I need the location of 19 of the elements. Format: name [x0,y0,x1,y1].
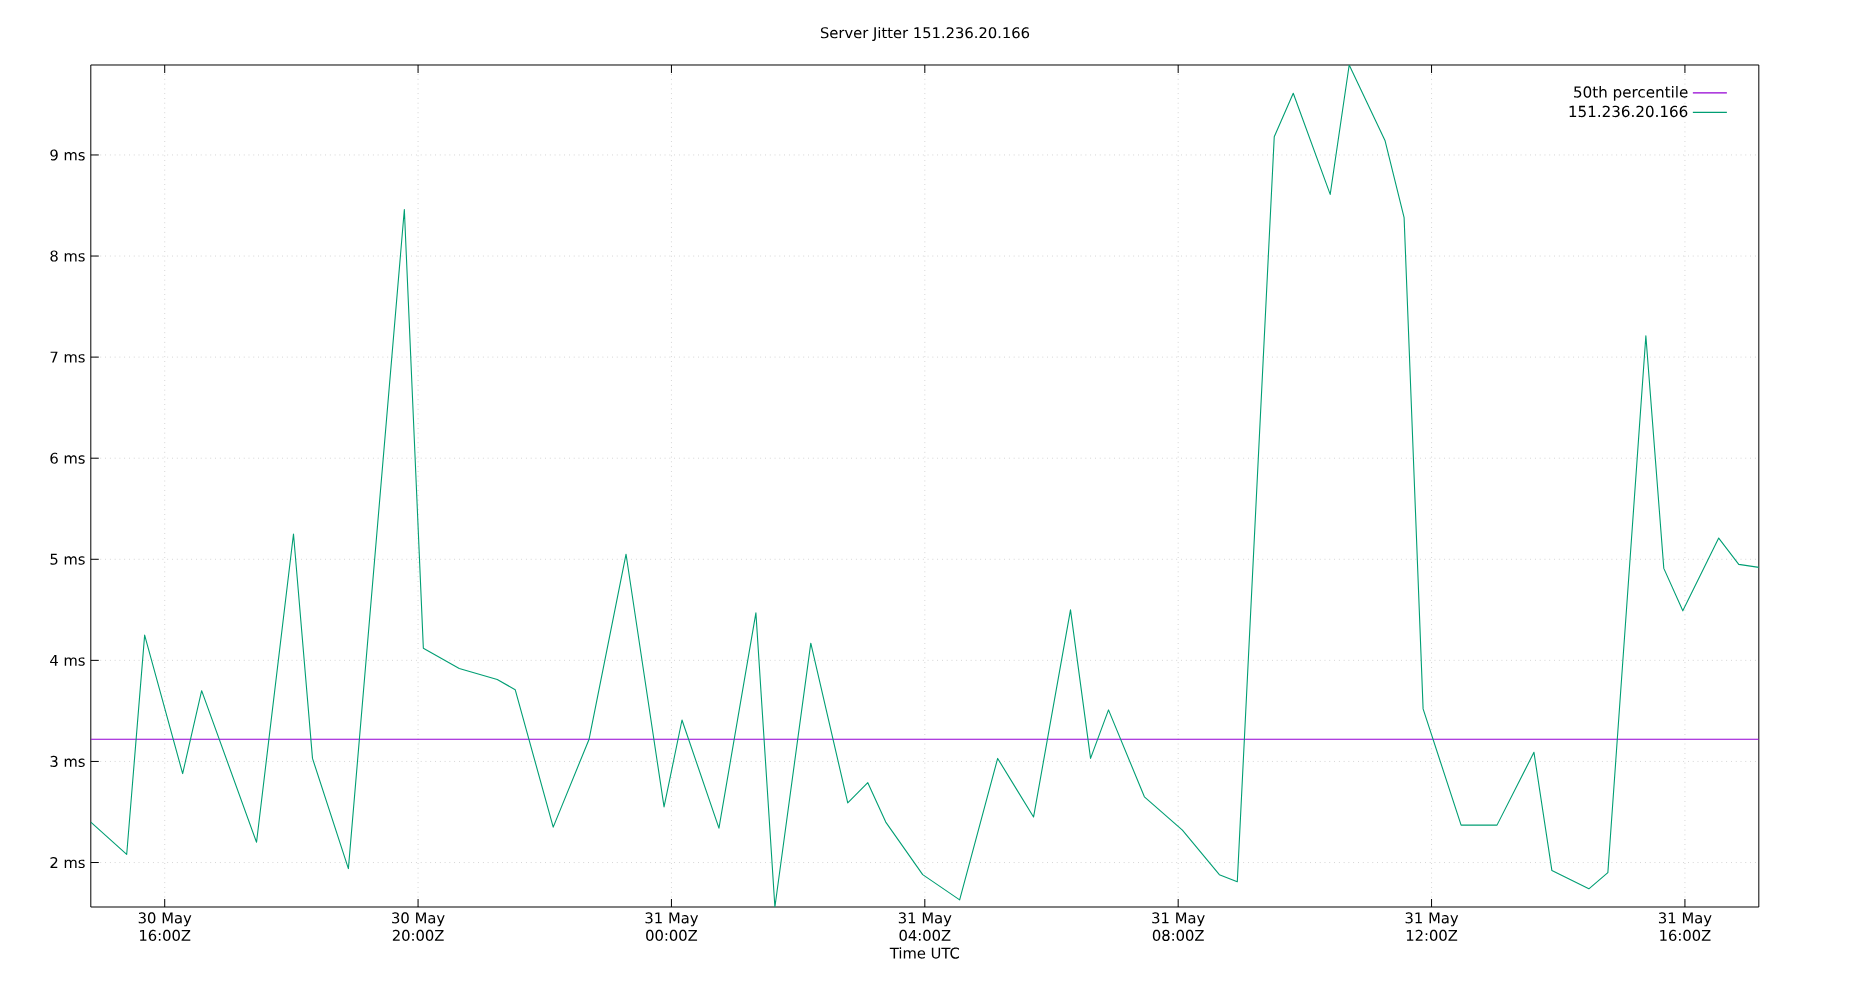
y-tick-label: 3 ms [50,755,85,768]
legend-label: 50th percentile [1574,86,1688,101]
legend-label: 151.236.20.166 [1569,105,1688,118]
chart-title: Server Jitter 151.236.20.166 [820,26,1030,42]
y-tick-label: 5 ms [50,553,85,565]
x-tick-label: 31 May 12:00Z [1405,912,1459,942]
y-tick-label: 6 ms [50,452,85,464]
y-tick-label: 8 ms [50,250,85,262]
y-tick-label: 4 ms [50,654,85,666]
x-tick-label: 30 May 20:00Z [392,912,445,942]
x-tick-label: 31 May 08:00Z [1152,912,1205,942]
x-tick-label: 30 May 16:00Z [138,912,192,942]
y-tick-label: 9 ms [50,149,85,161]
x-axis-title: Time UTC [889,947,960,959]
y-tick-label: 7 ms [50,351,85,363]
x-tick-label: 31 May 00:00Z [645,912,699,942]
x-tick-label: 31 May 04:00Z [898,912,952,942]
x-tick-label: 31 May 16:00Z [1658,912,1712,942]
y-tick-label: 2 ms [50,856,85,869]
